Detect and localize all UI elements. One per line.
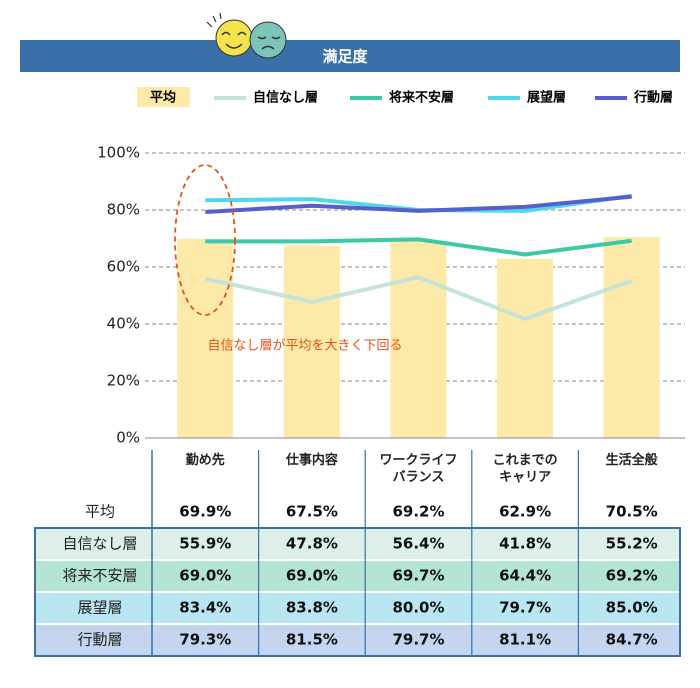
table-row-label: 行動層 — [77, 631, 122, 649]
highlight-ellipse — [174, 164, 236, 316]
bar — [177, 238, 234, 438]
bar — [283, 245, 340, 438]
table-cell: 56.4% — [392, 535, 444, 553]
table-cell: 81.1% — [499, 631, 551, 649]
legend-label: 将来不安層 — [389, 90, 454, 106]
table-cell: 84.7% — [606, 631, 658, 649]
bar — [603, 237, 660, 438]
y-tick-label: 0% — [116, 429, 140, 447]
table-cell: 83.4% — [179, 599, 231, 617]
table-cell: 55.9% — [179, 535, 231, 553]
y-tick-label: 20% — [107, 372, 140, 390]
y-tick-label: 80% — [107, 201, 140, 219]
chart-title: 満足度 — [322, 48, 368, 66]
legend-label: 平均 — [150, 90, 176, 106]
annotation: 自信なし層が平均を大きく下回る — [207, 339, 402, 354]
table-cell: 69.2% — [392, 503, 444, 521]
legend-label: 行動層 — [633, 90, 673, 106]
x-tick-label: これまでの キャリア — [492, 453, 558, 485]
table-cell: 69.2% — [606, 567, 658, 585]
bar — [497, 258, 554, 438]
faces-icon — [206, 12, 287, 59]
title-bar — [20, 40, 680, 72]
table-row-bg — [36, 625, 679, 655]
table-cell: 85.0% — [606, 599, 658, 617]
table-cell: 69.7% — [392, 567, 444, 585]
table-row-label: 自信なし層 — [62, 535, 137, 553]
x-tick-label: 仕事内容 — [285, 453, 338, 468]
table-cell: 70.5% — [606, 503, 658, 521]
table-cell: 67.5% — [286, 503, 338, 521]
table-row-label: 展望層 — [77, 599, 122, 617]
table-row-bg — [36, 561, 679, 591]
table-cell: 79.7% — [392, 631, 444, 649]
y-tick-label: 40% — [107, 315, 140, 333]
table-cell: 83.8% — [286, 599, 338, 617]
legend-swatch — [137, 87, 190, 107]
table-cell: 81.5% — [286, 631, 338, 649]
y-tick-label: 100% — [97, 144, 140, 162]
y-tick-label: 60% — [107, 258, 140, 276]
table-row-label: 将来不安層 — [62, 567, 137, 585]
table-cell: 64.4% — [499, 567, 551, 585]
x-tick-label: 生活全般 — [605, 453, 658, 468]
line-series — [204, 275, 633, 321]
table-cell: 55.2% — [606, 535, 658, 553]
x-tick-label: 勤め先 — [185, 453, 225, 468]
x-tick-label: ワークライフ バランス — [379, 453, 458, 485]
table-row-label: 平均 — [85, 503, 115, 521]
table-cell: 69.0% — [179, 567, 231, 585]
table-cell: 62.9% — [499, 503, 551, 521]
table-cell: 69.9% — [179, 503, 231, 521]
table-border — [34, 527, 681, 657]
table-cell: 47.8% — [286, 535, 338, 553]
table-cell: 79.7% — [499, 599, 551, 617]
legend-label: 展望層 — [527, 90, 566, 106]
line-series — [205, 194, 632, 214]
line-series — [205, 237, 632, 257]
table-cell: 69.0% — [286, 567, 338, 585]
table-row-bg — [36, 593, 679, 623]
table-cell: 79.3% — [179, 631, 231, 649]
table-row-bg — [36, 529, 679, 559]
bar — [390, 240, 447, 438]
legend-label: 自信なし層 — [253, 90, 318, 106]
table-cell: 80.0% — [392, 599, 444, 617]
table-cell: 41.8% — [499, 535, 551, 553]
